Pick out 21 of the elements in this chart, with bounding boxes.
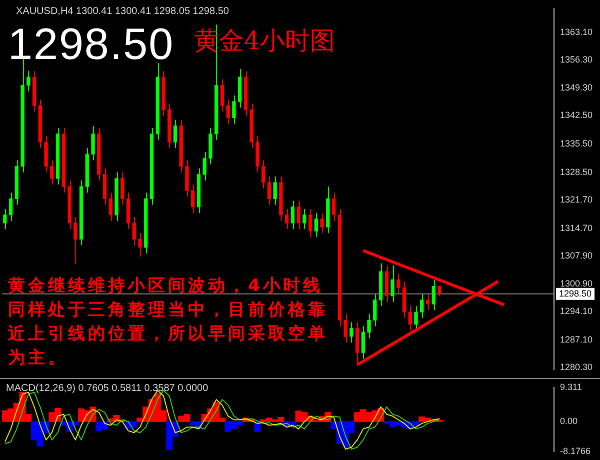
y-tick-label: 0.00	[560, 416, 578, 426]
annotation: XAUUSD,H4 1300.41 1300.41 1298.05 1298.50	[16, 6, 229, 17]
y-tick-label: 1300.90	[560, 278, 593, 289]
y-tick-label: 1342.50	[560, 110, 593, 120]
y-tick-label: 1335.50	[560, 138, 593, 149]
y-tick-label: 1280.30	[560, 362, 593, 372]
y-tick-label: 1356.30	[560, 54, 593, 64]
y-tick-label: 1363.10	[560, 26, 593, 37]
y-tick-label: 1294.10	[560, 306, 593, 316]
y-tick-label: 1328.50	[560, 166, 593, 177]
y-tick-label: -8.1766	[560, 446, 591, 456]
y-tick-label: 9.311	[560, 382, 582, 392]
y-tick-label: 1287.10	[560, 334, 593, 345]
chart-title: MACD(12,26,9) 0.7605 0.5811 0.3587 0.0000	[6, 383, 208, 394]
y-tick-label: 1314.70	[560, 222, 593, 233]
y-tick-label: 1349.30	[560, 82, 593, 93]
y-tick-label: 1307.90	[560, 250, 593, 260]
ref-line-label: 1298.50	[559, 288, 592, 298]
annotation: 黄金继续维持小区间波动，4小时线同样处于三角整理当中，目前价格靠近上引线的位置，所以早间采取空单为主。	[8, 275, 329, 370]
annotation: 1298.50	[8, 20, 174, 70]
y-tick-label: 1321.70	[560, 194, 593, 204]
